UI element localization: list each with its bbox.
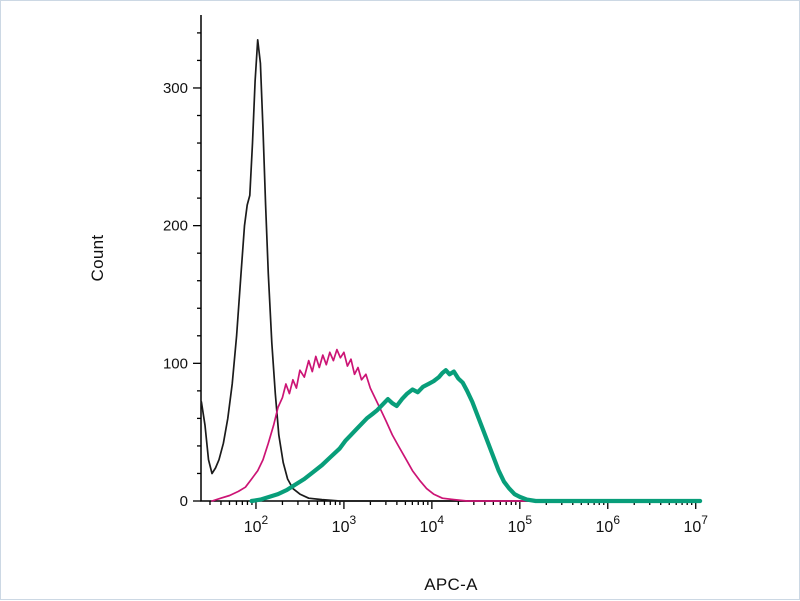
series-black xyxy=(200,38,701,502)
axis-lines xyxy=(200,15,701,502)
x-tick-label: 104 xyxy=(420,513,445,536)
x-tick-label: 106 xyxy=(596,513,621,536)
x-tick-label: 103 xyxy=(332,513,357,536)
y-axis-label: Count xyxy=(88,234,107,282)
axes xyxy=(200,15,701,502)
x-tick-label: 102 xyxy=(244,513,269,536)
x-axis-label: APC-A xyxy=(424,575,478,594)
y-tick-label: 0 xyxy=(180,493,188,510)
y-tick-label: 300 xyxy=(163,80,188,97)
tick-labels: 0 100 200 300 102 103 104 105 106 107 xyxy=(163,80,708,536)
y-tick-label: 200 xyxy=(163,218,188,235)
series-magenta xyxy=(211,348,701,502)
series-teal xyxy=(249,368,703,504)
x-tick-label: 105 xyxy=(508,513,533,536)
x-tick-label: 107 xyxy=(683,513,708,536)
y-tick-label: 100 xyxy=(163,355,188,372)
